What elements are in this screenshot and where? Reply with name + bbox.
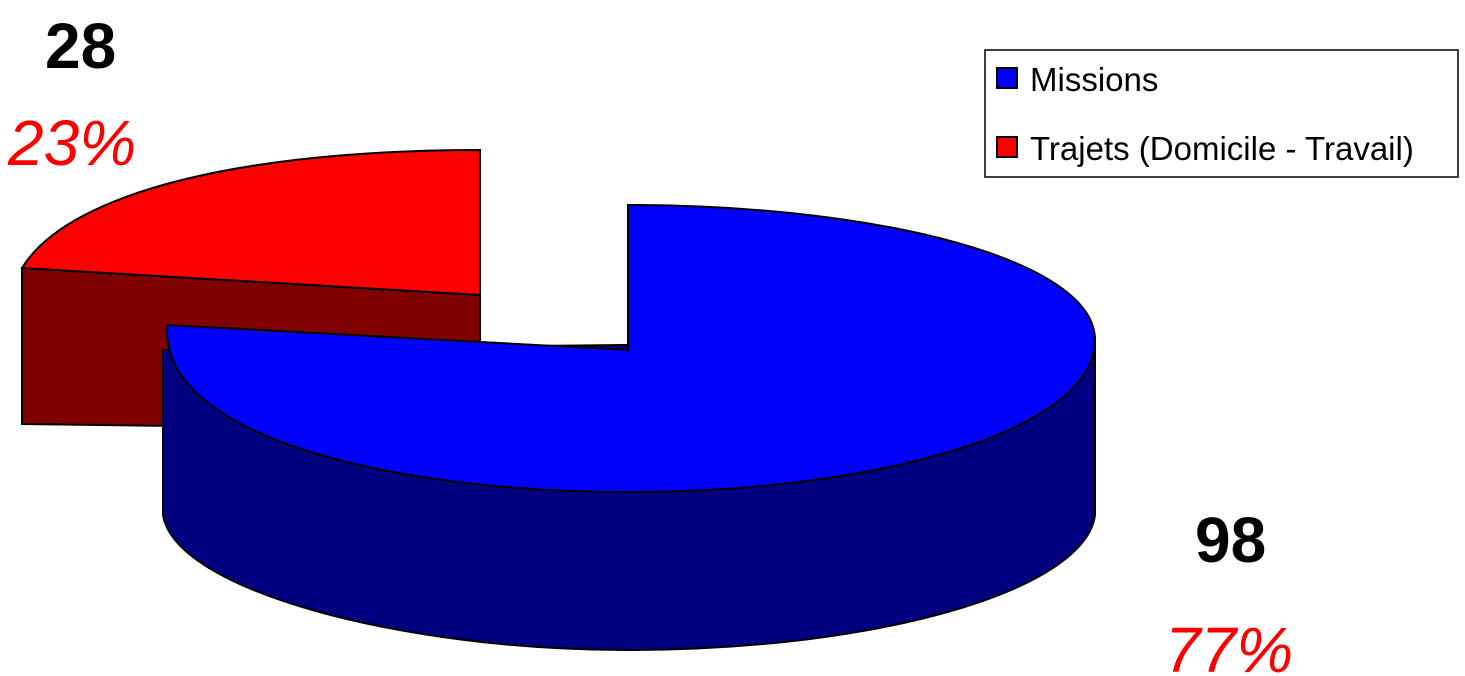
- legend-label-trajets: Trajets (Domicile - Travail): [1030, 130, 1414, 167]
- legend-box: [984, 49, 1459, 178]
- legend-swatch-trajets: [996, 136, 1018, 158]
- slice-missions: [162, 203, 1097, 652]
- legend: Missions Trajets (Domicile - Travail): [984, 49, 1459, 178]
- value-label-missions: 98: [1195, 504, 1266, 576]
- legend-swatch-missions: [996, 67, 1018, 89]
- legend-label-missions: Missions: [1030, 61, 1158, 98]
- slice-trajets-top: [20, 148, 481, 297]
- percent-label-trajets: 23%: [7, 107, 136, 179]
- percent-label-missions: 77%: [1165, 614, 1293, 676]
- value-label-trajets: 28: [45, 10, 116, 82]
- slice-missions-top: [165, 203, 1097, 494]
